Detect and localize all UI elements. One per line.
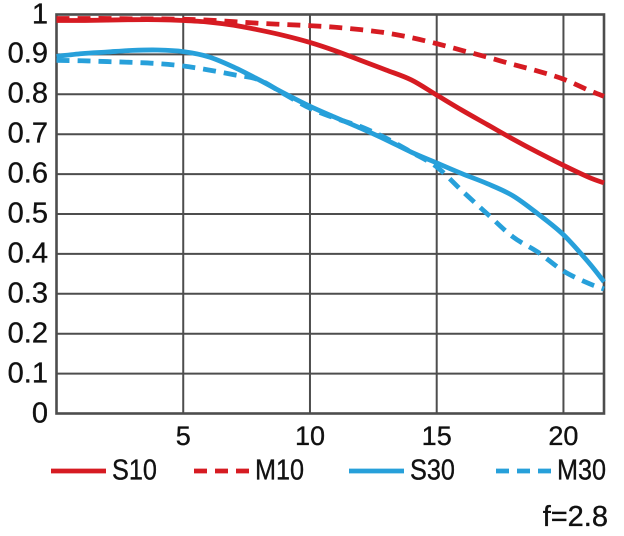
y-tick-label-0.4: 0.4	[7, 237, 48, 270]
legend-line-S10	[51, 468, 106, 473]
legend-label-M30: M30	[557, 454, 607, 486]
x-tick-label-10: 10	[294, 421, 325, 451]
plot-border	[55, 13, 606, 415]
curve-S30	[56, 47, 606, 284]
y-tick-label-1: 1	[31, 0, 48, 30]
y-tick-label-0.2: 0.2	[7, 317, 48, 350]
y-tick-label-0.8: 0.8	[7, 77, 48, 110]
legend-label-M10: M10	[255, 454, 305, 486]
x-tick-label-15: 15	[421, 421, 452, 451]
legend-line-S30	[349, 468, 404, 473]
y-tick-label-0.3: 0.3	[7, 277, 48, 310]
legend-label-S10: S10	[112, 454, 157, 486]
y-tick-label-0.9: 0.9	[7, 37, 48, 70]
x-tick-label-20: 20	[548, 421, 579, 451]
legend-line-M30	[496, 468, 551, 473]
x-tick-label-5: 5	[175, 421, 191, 451]
legend-label-S30: S30	[410, 454, 455, 486]
y-tick-label-0.7: 0.7	[7, 117, 48, 150]
curve-M30	[56, 57, 605, 292]
legend-line-M10	[194, 468, 249, 473]
y-tick-label-0.6: 0.6	[7, 157, 48, 190]
y-tick-label-0.5: 0.5	[7, 197, 48, 230]
y-tick-label-0.1: 0.1	[7, 357, 48, 390]
curve-S10	[56, 17, 605, 186]
aperture-annotation: f=2.8	[542, 501, 609, 533]
y-tick-label-0: 0	[31, 397, 48, 429]
curve-M10	[56, 16, 605, 99]
